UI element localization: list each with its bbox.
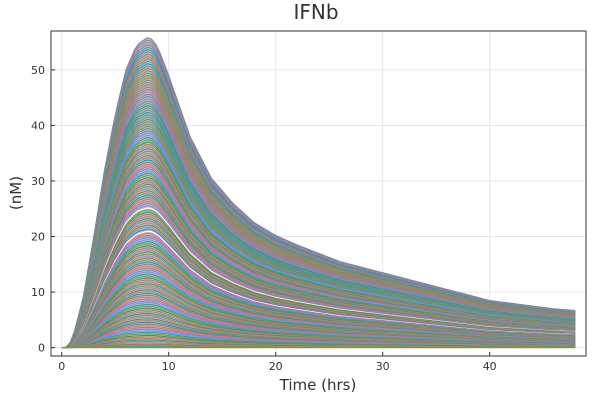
x-tick-label: 10	[162, 360, 176, 373]
y-tick-label: 0	[38, 342, 45, 355]
x-tick-label: 20	[269, 360, 283, 373]
y-ticks: 0 10 20 30 40 50	[31, 64, 55, 355]
x-tick-label: 30	[376, 360, 390, 373]
x-ticks: 0 10 20 30 40	[58, 352, 497, 373]
y-tick-label: 50	[31, 64, 45, 77]
x-tick-label: 40	[483, 360, 497, 373]
y-tick-label: 40	[31, 119, 45, 132]
y-axis-label: (nM)	[7, 176, 25, 210]
x-axis-label: Time (hrs)	[279, 376, 357, 394]
y-tick-label: 20	[31, 231, 45, 244]
chart-title: IFNb	[293, 0, 338, 24]
plot-frame	[50, 30, 587, 357]
y-tick-label: 30	[31, 175, 45, 188]
x-tick-label: 0	[58, 360, 65, 373]
series-line	[61, 37, 576, 349]
y-tick-label: 10	[31, 286, 45, 299]
series-group	[61, 37, 576, 349]
